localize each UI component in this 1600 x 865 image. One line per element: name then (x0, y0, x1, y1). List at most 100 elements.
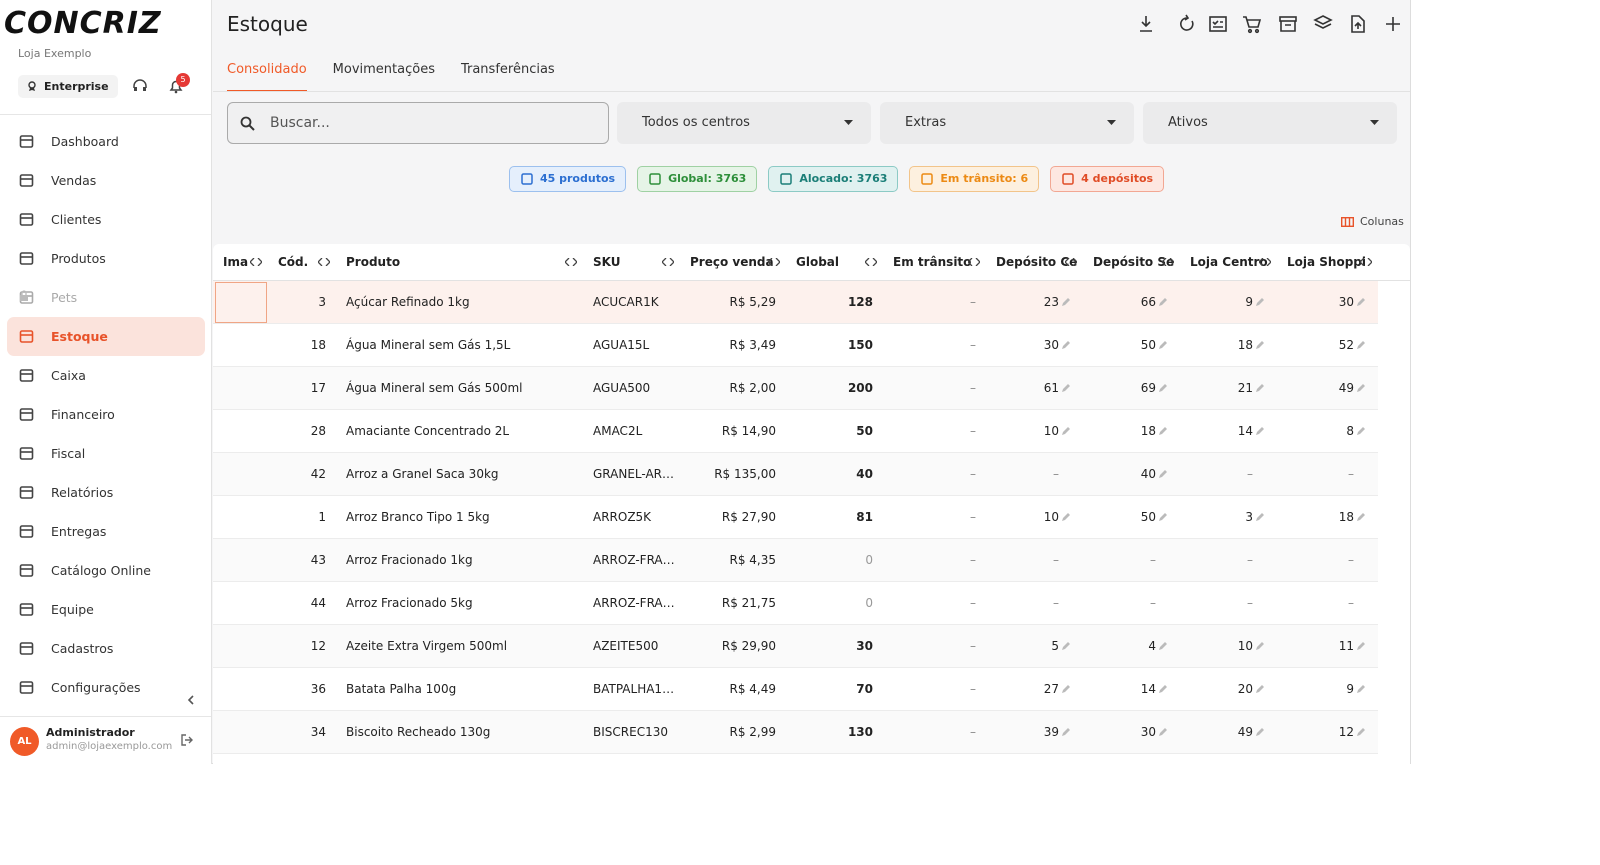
table-cell[interactable]: 10 (1180, 625, 1277, 667)
filter-select[interactable]: Todos os centros (617, 102, 871, 144)
table-cell: – (970, 424, 976, 438)
table-cell[interactable]: 27 (986, 668, 1083, 710)
nav-item[interactable]: Pets (7, 278, 205, 317)
table-cell[interactable]: 14 (1083, 668, 1180, 710)
column-header[interactable]: Loja Centro (1180, 244, 1277, 280)
table-cell[interactable]: 3 (1180, 496, 1277, 538)
table-cell[interactable]: 10 (986, 410, 1083, 452)
table-row[interactable]: 12 Azeite Extra Virgem 500ml AZEITE500 R$ 2… (213, 625, 1378, 668)
tab[interactable]: Consolidado (227, 55, 307, 92)
table-cell: 50 (856, 424, 873, 438)
table-cell[interactable]: 14 (1180, 410, 1277, 452)
table-cell[interactable]: 61 (986, 367, 1083, 409)
nav-item[interactable]: Clientes (7, 200, 205, 239)
nav-item[interactable]: Fiscal (7, 434, 205, 473)
table-cell[interactable]: 4 (1083, 625, 1180, 667)
plan-badge[interactable]: Enterprise (18, 75, 118, 98)
column-header[interactable]: Cód. (268, 244, 336, 280)
nav-item[interactable]: Entregas (7, 512, 205, 551)
table-cell[interactable]: 52 (1277, 324, 1378, 366)
table-cell[interactable]: 50 (1083, 324, 1180, 366)
table-cell[interactable]: 23 (986, 281, 1083, 323)
table-cell: – (970, 682, 976, 696)
table-cell: – (1247, 553, 1253, 567)
table-cell: 70 (856, 682, 873, 696)
table-row[interactable]: 42 Arroz a Granel Saca 30kg GRANEL-AR… R$ 1… (213, 453, 1378, 496)
nav-item[interactable]: Configurações (7, 668, 205, 707)
table-cell[interactable]: 66 (1083, 281, 1180, 323)
table-row[interactable]: 3 Açúcar Refinado 1kg ACUCAR1K R$ 5,29 128 –2… (213, 281, 1378, 324)
column-header[interactable]: SKU (583, 244, 680, 280)
table-cell[interactable]: 30 (1277, 281, 1378, 323)
nav-item[interactable]: Relatórios (7, 473, 205, 512)
column-header[interactable]: Preço venda (680, 244, 786, 280)
columns-button[interactable]: Colunas (1341, 214, 1404, 230)
tabs: Consolidado Movimentações Transferências (227, 55, 581, 92)
table-cell: ARROZ-FRA… (593, 553, 675, 567)
filter-select[interactable]: Ativos (1143, 102, 1397, 144)
table-row[interactable]: 17 Água Mineral sem Gás 500ml AGUA500 R$ 2,… (213, 367, 1378, 410)
table-cell[interactable]: 49 (1180, 711, 1277, 753)
table-cell[interactable]: 50 (1083, 496, 1180, 538)
nav-item[interactable]: Estoque (7, 317, 205, 356)
table-cell[interactable]: 21 (1180, 367, 1277, 409)
table-row[interactable]: 18 Água Mineral sem Gás 1,5L AGUA15L R$ 3,4… (213, 324, 1378, 367)
nav-icon (19, 642, 34, 655)
table-row[interactable]: 28 Amaciante Concentrado 2L AMAC2L R$ 14,90… (213, 410, 1378, 453)
edit-icon (1357, 384, 1365, 392)
column-header[interactable]: Produto (336, 244, 583, 280)
table-row[interactable]: 1 Arroz Branco Tipo 1 5kg ARROZ5K R$ 27,90 8… (213, 496, 1378, 539)
column-header[interactable]: Loja Shoppi (1277, 244, 1378, 280)
column-header[interactable]: Global (786, 244, 883, 280)
table-cell[interactable]: 9 (1180, 281, 1277, 323)
resize-handle (865, 258, 877, 266)
column-header[interactable]: Depósito Ce (996, 255, 1078, 269)
logout-button[interactable] (180, 733, 194, 747)
nav-item[interactable]: Caixa (7, 356, 205, 395)
table-cell[interactable]: 69 (1083, 367, 1180, 409)
nav-label: Entregas (51, 524, 107, 539)
edit-icon (1256, 513, 1264, 521)
table-cell[interactable]: 8 (1277, 410, 1378, 452)
nav-item[interactable]: Dashboard (7, 122, 205, 161)
table-cell[interactable]: 9 (1277, 668, 1378, 710)
table-cell[interactable]: 39 (986, 711, 1083, 753)
table-cell[interactable]: 40 (1083, 453, 1180, 495)
table-row[interactable]: 43 Arroz Fracionado 1kg ARROZ-FRA… R$ 4,35 0… (213, 539, 1378, 582)
nav-item[interactable]: Produtos (7, 239, 205, 278)
table-cell: 12 (310, 639, 326, 653)
filter-select[interactable]: Extras (880, 102, 1134, 144)
column-header[interactable]: Ima (213, 244, 268, 280)
table-cell[interactable]: 18 (1180, 324, 1277, 366)
nav-item[interactable]: Cadastros (7, 629, 205, 668)
nav-item[interactable]: Financeiro (7, 395, 205, 434)
column-header[interactable]: Depósito Se (1093, 255, 1175, 269)
table-row[interactable]: 44 Arroz Fracionado 5kg ARROZ-FRA… R$ 21,75… (213, 582, 1378, 625)
table-cell[interactable]: 10 (986, 496, 1083, 538)
table-row[interactable]: 36 Batata Palha 100g BATPALHA1… R$ 4,49 70–2… (213, 668, 1378, 711)
nav-item[interactable]: Catálogo Online (7, 551, 205, 590)
toolbar[interactable] (1136, 14, 1402, 34)
table-cell[interactable]: 11 (1277, 625, 1378, 667)
search-input[interactable]: Buscar... (227, 102, 609, 144)
table-cell[interactable]: 5 (986, 625, 1083, 667)
tab[interactable]: Transferências (460, 62, 555, 77)
table-row[interactable]: 34 Biscoito Recheado 130g BISCREC130 R$ 2,9… (213, 711, 1378, 754)
table-cell[interactable]: 12 (1277, 711, 1378, 753)
nav-item[interactable]: Equipe (7, 590, 205, 629)
edit-icon (1062, 341, 1070, 349)
table-cell[interactable]: 30 (986, 324, 1083, 366)
table-cell[interactable]: 18 (1083, 410, 1180, 452)
support-icon[interactable] (132, 78, 148, 94)
nav-item[interactable]: Vendas (7, 161, 205, 200)
table-cell[interactable]: 49 (1277, 367, 1378, 409)
table-cell[interactable]: 30 (1083, 711, 1180, 753)
image-cell (213, 281, 268, 323)
table-cell: R$ 21,75 (721, 596, 776, 610)
tab[interactable]: Movimentações (332, 62, 435, 77)
table-cell[interactable]: 18 (1277, 496, 1378, 538)
collapse-button[interactable] (186, 694, 196, 706)
column-header[interactable]: Em trânsito (883, 244, 986, 280)
nav-icon (19, 174, 34, 187)
table-cell[interactable]: 20 (1180, 668, 1277, 710)
